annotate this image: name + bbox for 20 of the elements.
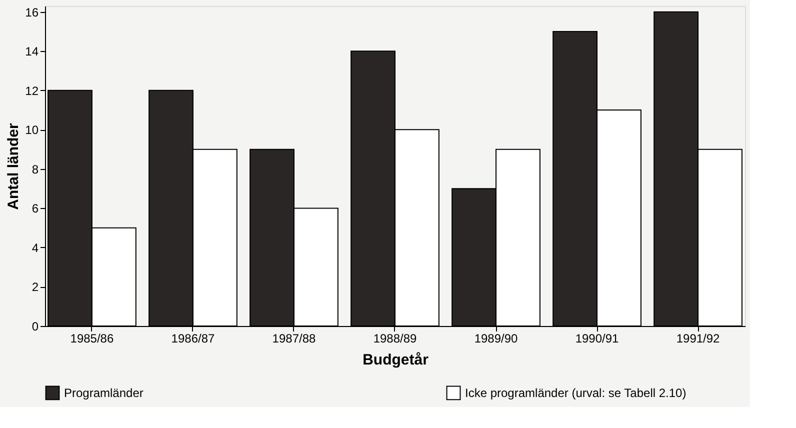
y-tick-label: 4 [32,240,39,255]
y-axis-title: Antal länder [5,123,22,210]
y-tick-label: 2 [32,280,39,294]
y-tick-label: 10 [25,123,39,138]
legend-label: Icke programländer (urval: se Tabell 2.10) [465,386,686,400]
x-tick-label: 1987/88 [272,332,316,346]
y-tick-label: 0 [32,320,39,334]
x-tick-label: 1985/86 [70,332,114,346]
legend-label: Programländer [64,386,144,400]
x-tick-label: 1986/87 [171,332,215,346]
x-axis-title: Budgetår [362,352,429,368]
x-tick-label: 1991/92 [676,332,720,346]
y-tick-label: 12 [25,84,39,98]
y-tick-label: 8 [32,162,39,176]
x-tick-label: 1988/89 [373,332,418,346]
x-tick-label: 1989/90 [474,332,518,346]
x-tick-label: 1990/91 [575,332,620,346]
y-tick-label: 6 [32,202,39,216]
y-tick-label: 14 [25,44,39,59]
y-tick-label: 16 [25,5,39,20]
